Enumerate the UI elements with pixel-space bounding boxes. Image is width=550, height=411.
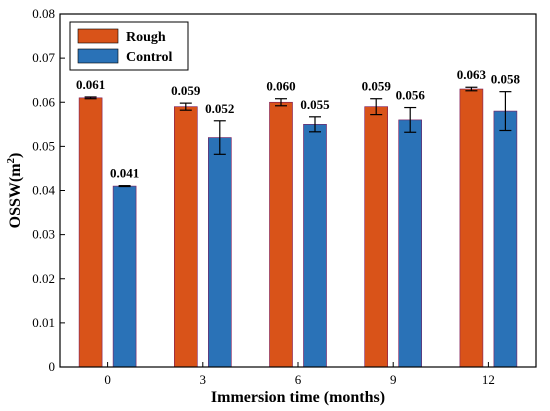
- legend-label-control: Control: [126, 50, 173, 65]
- y-tick-label-5: 0.05: [32, 138, 55, 153]
- ticks-layer: 0 3 6 9 12 0 0.01 0.02 0.03 0.04 0.05 0.06 0.07 0.08: [32, 6, 495, 387]
- error-bar-control-0: [118, 185, 131, 188]
- legend-swatch-control: [77, 48, 119, 64]
- data-label-control-3: 0.052: [205, 101, 234, 116]
- y-axis-label: OSSW(m2): [5, 153, 24, 229]
- bar-control-0: [112, 185, 137, 368]
- y-tick-label-2: 0.02: [32, 271, 55, 286]
- legend: Rough Control: [69, 21, 189, 71]
- legend-item-control: Control: [77, 48, 173, 65]
- bar-control-3: [208, 137, 232, 368]
- bar-control-12: [493, 110, 518, 368]
- y-tick-label-4: 0.04: [32, 183, 55, 198]
- error-bar-rough-9: [370, 98, 383, 116]
- bar-rough-9: [364, 106, 389, 368]
- data-label-control-0: 0.041: [110, 166, 139, 181]
- y-tick-label-1: 0.01: [32, 315, 55, 330]
- y-axis-label-superscript: 2: [5, 157, 17, 163]
- data-label-rough-0: 0.061: [76, 77, 105, 92]
- bar-rough-12: [459, 88, 484, 368]
- legend-item-rough: Rough: [77, 28, 166, 45]
- bar-rough-0: [78, 97, 103, 368]
- error-bar-rough-3: [179, 102, 192, 111]
- x-tick-label-9: 9: [390, 372, 397, 387]
- legend-swatch-rough: [77, 28, 119, 44]
- y-tick-label-3: 0.03: [32, 227, 55, 242]
- error-bar-control-9: [404, 106, 417, 133]
- bars-layer: [78, 86, 518, 368]
- y-axis-label-close: ): [7, 153, 24, 158]
- data-label-rough-9: 0.059: [362, 79, 392, 94]
- x-tick-label-3: 3: [200, 372, 207, 387]
- bar-control-6: [303, 124, 327, 368]
- data-label-rough-3: 0.059: [171, 83, 201, 98]
- x-tick-label-6: 6: [295, 372, 302, 387]
- y-tick-label-0: 0: [49, 359, 56, 374]
- x-tick-label-0: 0: [104, 372, 111, 387]
- data-labels-layer: 0.061 0.041 0.059 0.052 0.060 0.055 0.059 0.056…: [76, 67, 521, 180]
- data-label-rough-6: 0.060: [266, 79, 295, 94]
- error-bar-control-6: [309, 116, 321, 133]
- error-bar-control-12: [499, 91, 512, 132]
- data-label-control-6: 0.055: [300, 97, 330, 112]
- legend-label-rough: Rough: [126, 30, 166, 45]
- error-bar-rough-0: [84, 96, 97, 100]
- bar-rough-6: [269, 101, 293, 368]
- data-label-control-9: 0.056: [396, 88, 426, 103]
- error-bar-rough-6: [275, 98, 287, 107]
- error-bar-rough-12: [465, 86, 478, 92]
- error-bar-control-3: [213, 120, 226, 155]
- y-tick-label-7: 0.07: [32, 50, 55, 65]
- x-tick-label-12: 12: [482, 372, 495, 387]
- bar-control-9: [398, 119, 423, 368]
- x-axis-label: Immersion time (months): [211, 389, 385, 406]
- y-tick-label-8: 0.08: [32, 6, 55, 21]
- bar-rough-3: [174, 106, 198, 368]
- data-label-rough-12: 0.063: [457, 67, 487, 82]
- y-axis-label-main: OSSW(m: [7, 163, 24, 229]
- y-tick-label-6: 0.06: [32, 94, 55, 109]
- data-label-control-12: 0.058: [491, 72, 521, 87]
